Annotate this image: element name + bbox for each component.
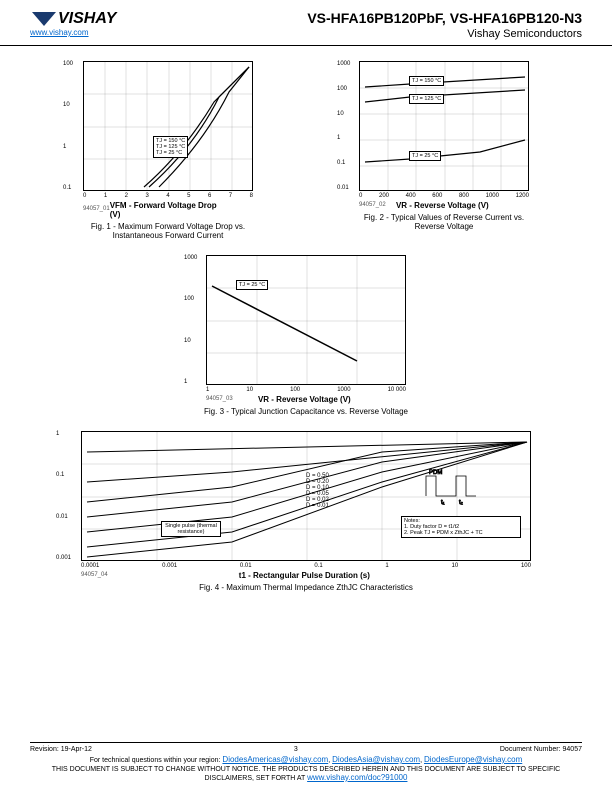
tech-contact: For technical questions within your regi… [30, 755, 582, 764]
chart2-yticks: 0.010.11101001000 [337, 61, 350, 191]
revision: Revision: 19-Apr-12 [30, 746, 92, 753]
chart2-caption: Fig. 2 - Typical Values of Reverse Curre… [359, 213, 529, 231]
chart3-caption: Fig. 3 - Typical Junction Capacitance vs… [204, 407, 408, 416]
logo-text: VISHAY [58, 10, 116, 28]
chart3-container: CT - Junction Capacitance (pF) 110100100… [204, 255, 408, 416]
title-area: VS-HFA16PB120PbF, VS-HFA16PB120-N3 Visha… [307, 10, 582, 40]
email-3[interactable]: DiodesEurope@vishay.com [424, 755, 522, 764]
chart3-xlabel: VR - Reverse Voltage (V) [258, 395, 351, 404]
content: IF - Instantaneous Forward Current (A) 0… [0, 46, 612, 622]
chart2-id: 94057_02 [359, 202, 386, 208]
chart-row-1: IF - Instantaneous Forward Current (A) 0… [30, 61, 582, 240]
disclaimer-link[interactable]: www.vishay.com/doc?91000 [307, 773, 407, 782]
chart1-xticks: 012345678 [83, 193, 253, 199]
chart4-xticks: 0.00010.0010.010.1110100 [81, 563, 531, 569]
chart3 [206, 255, 406, 385]
chart2-xticks: 020040060080010001200 [359, 193, 529, 199]
chart2-legend: TJ = 150 °C [409, 76, 444, 86]
chart4-d-values: D = 0.50D = 0.20D = 0.10D = 0.05D = 0.02… [306, 473, 329, 509]
chart3-xticks: 110100100010 000 [206, 387, 406, 393]
chart4-yticks: 0.0010.010.11 [56, 431, 71, 561]
chart1-xlabel: VFM - Forward Voltage Drop (V) [110, 201, 225, 219]
email-2[interactable]: DiodesAsia@vishay.com [332, 755, 420, 764]
chart4-xlabel: t1 - Rectangular Pulse Duration (s) [239, 571, 370, 580]
chart1-yticks: 0.1110100 [63, 61, 73, 191]
chart1-caption: Fig. 1 - Maximum Forward Voltage Drop vs… [83, 222, 253, 240]
email-1[interactable]: DiodesAmericas@vishay.com [222, 755, 328, 764]
chart3-legend: TJ = 25 °C [236, 280, 268, 290]
chart2-xlabel: VR - Reverse Voltage (V) [396, 201, 489, 210]
header: VISHAY www.vishay.com VS-HFA16PB120PbF, … [0, 0, 612, 46]
vishay-logo-icon [30, 10, 58, 28]
website-link[interactable]: www.vishay.com [30, 28, 116, 37]
chart4-notes: Notes: 1. Duty factor D = t1/t2 2. Peak … [401, 516, 521, 538]
chart3-id: 94057_03 [206, 396, 233, 402]
doc-number: Document Number: 94057 [500, 746, 582, 753]
svg-text:PDM: PDM [429, 470, 442, 476]
disclaimer: THIS DOCUMENT IS SUBJECT TO CHANGE WITHO… [30, 766, 582, 782]
logo: VISHAY [30, 10, 116, 28]
chart2-container: IR - Reverse Current (μA) 0.010.11101001… [359, 61, 529, 240]
chart-row-3: ZthJC - Thermal Response 0.0010.010.11 S… [30, 431, 582, 592]
chart1-id: 94057_01 [83, 206, 110, 212]
svg-text:t₂: t₂ [459, 500, 464, 506]
chart4-waveform-icon: PDM t₁ t₂ [421, 466, 501, 506]
page-number: 3 [294, 746, 298, 753]
chart1-container: IF - Instantaneous Forward Current (A) 0… [83, 61, 253, 240]
company: Vishay Semiconductors [307, 28, 582, 40]
svg-text:t₁: t₁ [441, 500, 445, 506]
chart3-yticks: 1101001000 [184, 255, 197, 385]
logo-area: VISHAY www.vishay.com [30, 10, 116, 37]
chart4-container: ZthJC - Thermal Response 0.0010.010.11 S… [81, 431, 531, 592]
chart4-caption: Fig. 4 - Maximum Thermal Impedance ZthJC… [199, 583, 413, 592]
chart1 [83, 61, 253, 191]
chart4-id: 94057_04 [81, 572, 108, 578]
chart4-single-pulse: Single pulse (thermal resistance) [161, 521, 221, 537]
chart1-legend: TJ = 150 °CTJ = 125 °CTJ = 25 °C [153, 136, 188, 158]
footer: Revision: 19-Apr-12 3 Document Number: 9… [30, 742, 582, 782]
part-number: VS-HFA16PB120PbF, VS-HFA16PB120-N3 [307, 10, 582, 26]
chart-row-2: CT - Junction Capacitance (pF) 110100100… [30, 255, 582, 416]
